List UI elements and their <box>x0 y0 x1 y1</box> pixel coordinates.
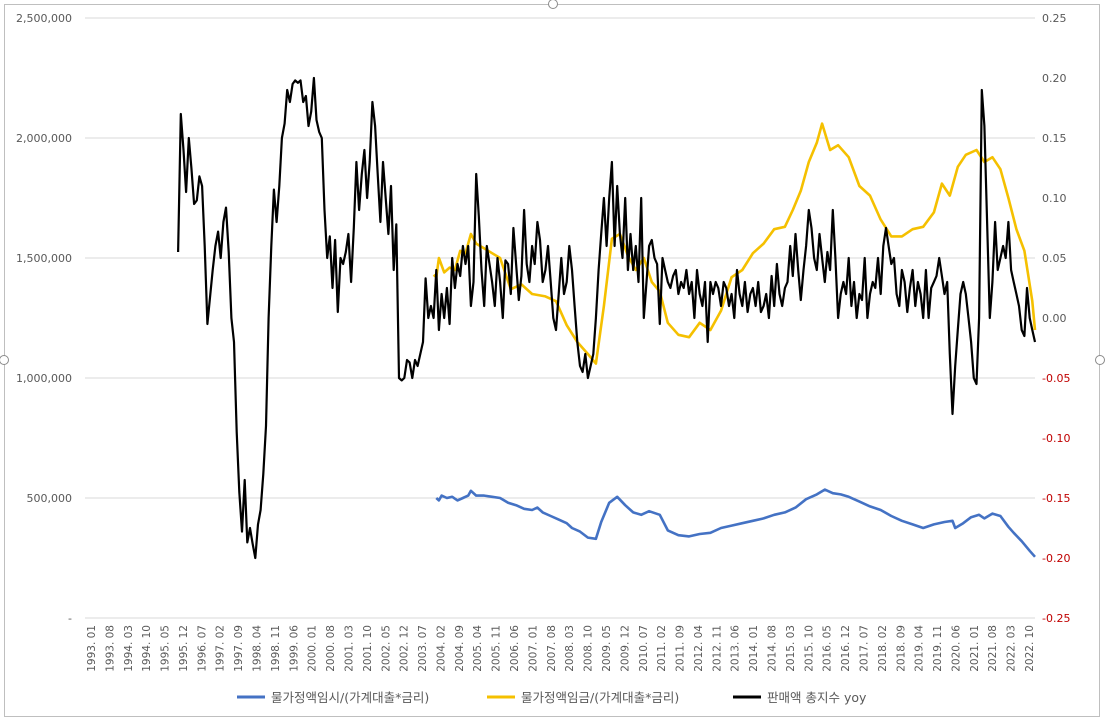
x-tick-label: 2007. 08 <box>546 625 558 672</box>
series-line-2 <box>432 122 1037 365</box>
resize-handle-left[interactable] <box>0 355 9 365</box>
x-tick-label: 1995. 05 <box>160 625 172 672</box>
x-tick-label: 1996. 07 <box>196 625 208 672</box>
x-tick-label: 2015. 10 <box>803 625 815 672</box>
x-tick-label: 2017. 07 <box>858 625 870 672</box>
y-right-tick-label: -0.20 <box>1042 552 1070 565</box>
x-tick-label: 2021. 01 <box>969 625 981 672</box>
x-tick-label: 2008. 03 <box>564 625 576 672</box>
x-tick-label: 2000. 08 <box>325 625 337 672</box>
x-tick-label: 2001. 10 <box>362 625 374 672</box>
y-left-tick-label: - <box>68 612 72 625</box>
resize-handle-top[interactable] <box>548 0 558 9</box>
x-tick-label: 1994. 10 <box>141 625 153 672</box>
x-tick-label: 2012. 04 <box>693 625 705 672</box>
x-tick-label: 2002. 05 <box>380 625 392 672</box>
y-left-tick-label: 2,500,000 <box>16 12 72 25</box>
x-tick-label: 1997. 09 <box>233 625 245 672</box>
x-tick-label: 2003. 07 <box>417 625 429 672</box>
x-tick-label: 1995. 12 <box>178 625 190 672</box>
x-tick-label: 2007. 01 <box>527 625 539 672</box>
x-tick-label: 2006. 06 <box>509 625 521 672</box>
y-right-tick-label: -0.25 <box>1042 612 1070 625</box>
x-tick-label: 2018. 09 <box>895 625 907 672</box>
x-tick-label: 2004. 09 <box>454 625 466 672</box>
legend-label-3: 판매액 총지수 yoy <box>767 690 867 705</box>
series-line-3 <box>177 76 1037 560</box>
x-tick-label: 2022. 10 <box>1024 625 1036 672</box>
y-left-tick-label: 2,000,000 <box>16 132 72 145</box>
x-tick-label: 2014. 08 <box>767 625 779 672</box>
y-right-tick-label: -0.10 <box>1042 432 1070 445</box>
x-tick-label: 2019. 11 <box>932 625 944 672</box>
y-right-tick-label: 0.10 <box>1042 192 1067 205</box>
y-right-tick-label: 0.15 <box>1042 132 1067 145</box>
series-line-1 <box>435 488 1036 558</box>
legend: 물가정액임시/(가계대출*금리) 물가정액임금/(가계대출*금리) 판매액 총지수 … <box>237 690 867 705</box>
x-tick-label: 2000. 01 <box>307 625 319 672</box>
y-left-tick-label: 1,500,000 <box>16 252 72 265</box>
right-axis-labels: -0.25 -0.20 -0.15 -0.10 -0.05 0.00 0.05 0.10 0.1… <box>1042 12 1070 625</box>
x-tick-label: 2021. 08 <box>987 625 999 672</box>
x-tick-label: 2022. 03 <box>1006 625 1018 672</box>
y-right-tick-label: 0.05 <box>1042 252 1067 265</box>
left-axis-labels: - 500,000 1,000,000 1,500,000 2,000,000 2,500… <box>16 12 72 625</box>
x-tick-label: 2012. 11 <box>711 625 723 672</box>
legend-label-1: 물가정액임시/(가계대출*금리) <box>271 690 429 705</box>
x-tick-label: 2002. 12 <box>399 625 411 672</box>
x-tick-label: 2010. 07 <box>638 625 650 672</box>
y-left-tick-label: 1,000,000 <box>16 372 72 385</box>
x-tick-label: 1997. 02 <box>215 625 227 672</box>
series-lines <box>177 76 1037 560</box>
x-tick-label: 2013. 06 <box>730 625 742 672</box>
x-tick-label: 2018. 02 <box>877 625 889 672</box>
x-tick-label: 2011. 09 <box>675 625 687 672</box>
x-tick-label: 1999. 06 <box>288 625 300 672</box>
x-tick-label: 1998. 04 <box>252 625 264 672</box>
x-tick-label: 1993. 01 <box>86 625 98 672</box>
x-tick-label: 2008. 10 <box>583 625 595 672</box>
x-axis-labels: 1993. 01 1993. 08 1994. 03 1994. 10 1995. 05… <box>86 625 1036 672</box>
y-left-tick-label: 500,000 <box>27 492 73 505</box>
x-tick-label: 2019. 04 <box>914 625 926 672</box>
x-tick-label: 1998. 11 <box>270 625 282 672</box>
x-tick-label: 2005. 11 <box>491 625 503 672</box>
x-tick-label: 2009. 12 <box>619 625 631 672</box>
gridlines <box>85 17 1035 619</box>
x-tick-label: 1993. 08 <box>104 625 116 672</box>
x-tick-label: 1994. 03 <box>123 625 135 672</box>
legend-label-2: 물가정액임금/(가계대출*금리) <box>521 690 679 705</box>
x-tick-label: 2004. 02 <box>435 625 447 672</box>
x-tick-label: 2016. 05 <box>822 625 834 672</box>
x-tick-label: 2015. 03 <box>785 625 797 672</box>
y-right-tick-label: -0.05 <box>1042 372 1070 385</box>
y-right-tick-label: 0.00 <box>1042 312 1067 325</box>
x-tick-label: 2016. 12 <box>840 625 852 672</box>
series-3-points <box>177 77 1036 559</box>
x-tick-label: 2014. 01 <box>748 625 760 672</box>
y-right-tick-label: -0.15 <box>1042 492 1070 505</box>
x-tick-label: 2009. 05 <box>601 625 613 672</box>
x-tick-label: 2020. 06 <box>950 625 962 672</box>
x-tick-label: 2001. 03 <box>343 625 355 672</box>
y-right-tick-label: 0.25 <box>1042 12 1067 25</box>
x-tick-label: 2005. 04 <box>472 625 484 672</box>
y-right-tick-label: 0.20 <box>1042 72 1067 85</box>
x-tick-label: 2011. 02 <box>656 625 668 672</box>
series-1-points <box>435 489 1036 558</box>
